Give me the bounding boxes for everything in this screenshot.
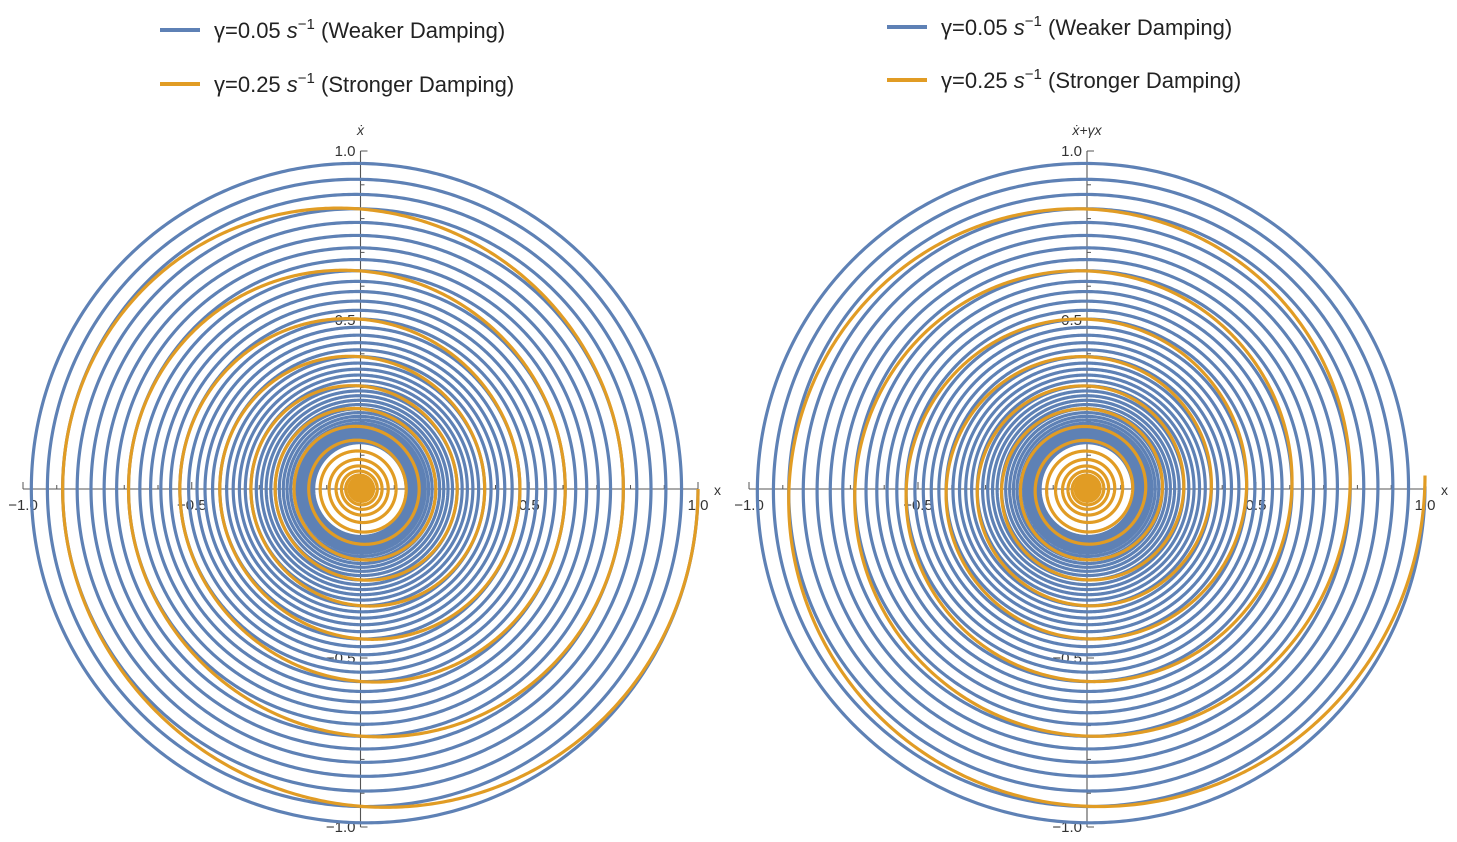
y-tick-label: 1.0: [335, 143, 356, 160]
y-axis-label: ẋ+γx: [1071, 122, 1102, 138]
y-axis-label: ẋ: [356, 122, 365, 138]
chart-panel-right: −1.0 −0.5 0.5 1.01.00.5−0.5−1.0xẋ+γxγ=0.05 …: [734, 13, 1448, 836]
x-axis-label: x: [1441, 482, 1448, 498]
legend-entry: γ=0.25 s−1 (Stronger Damping): [214, 70, 514, 97]
legend-entry: γ=0.25 s−1 (Stronger Damping): [941, 66, 1241, 93]
x-axis-label: x: [714, 482, 721, 498]
legend-entry: γ=0.05 s−1 (Weaker Damping): [941, 13, 1232, 40]
series-line-stronger: [787, 207, 1427, 809]
y-tick-label: 1.0: [1061, 143, 1082, 160]
legend-entry: γ=0.05 s−1 (Weaker Damping): [214, 16, 505, 43]
series-line-stronger: [61, 206, 700, 809]
